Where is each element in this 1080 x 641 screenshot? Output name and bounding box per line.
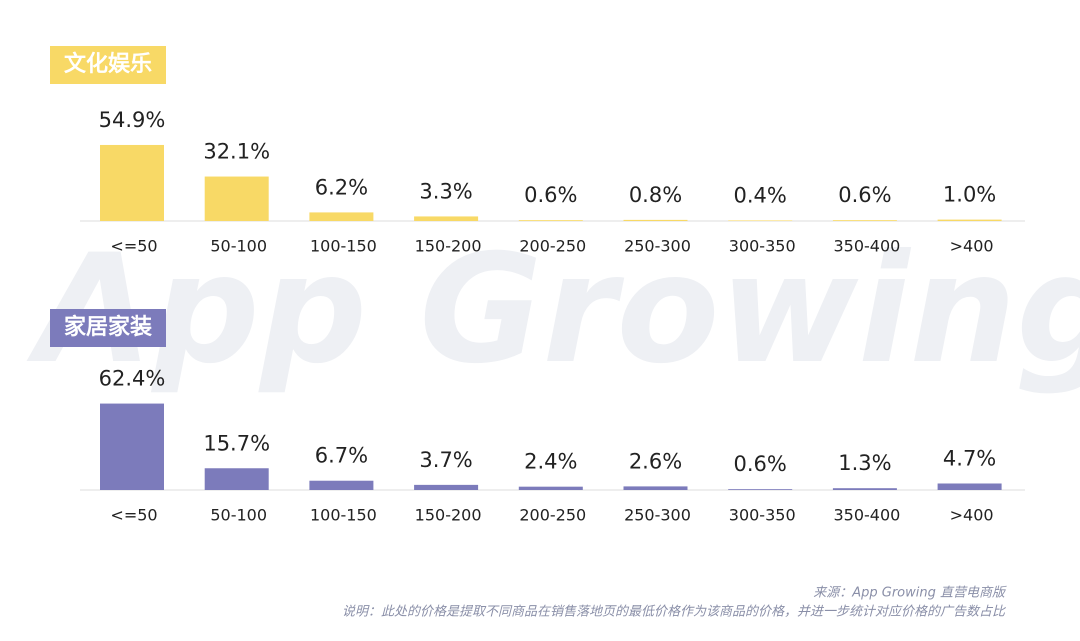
bar: [414, 484, 479, 490]
x-tick-label: 200-250: [519, 506, 586, 525]
value-label: 4.7%: [943, 446, 996, 470]
chart-title: 家居家装: [64, 314, 152, 340]
bar: [937, 219, 1002, 221]
value-label: 0.4%: [734, 183, 787, 207]
value-label: 3.3%: [419, 179, 472, 203]
value-label: 1.3%: [838, 451, 891, 475]
bar: [832, 488, 897, 490]
x-tick-label: <=50: [110, 506, 157, 525]
title-badge: [50, 46, 166, 84]
source: 来源：App Growing 直营电商版: [813, 586, 1007, 601]
x-tick-label: 150-200: [415, 237, 482, 256]
x-tick-label: 50-100: [210, 237, 267, 256]
x-tick-label: >400: [950, 506, 994, 525]
title-badge: [50, 309, 166, 347]
bar: [518, 220, 583, 221]
x-tick-label: <=50: [110, 237, 157, 256]
x-tick-label: 200-250: [519, 237, 586, 256]
x-tick-label: 300-350: [729, 237, 796, 256]
value-label: 1.0%: [943, 183, 996, 207]
value-label: 0.6%: [838, 183, 891, 207]
value-label: 0.8%: [629, 183, 682, 207]
value-label: 2.4%: [524, 450, 577, 474]
bar: [204, 176, 269, 221]
bar: [100, 144, 164, 221]
bar: [832, 220, 897, 221]
x-tick-label: 350-400: [833, 237, 900, 256]
x-tick-label: 300-350: [729, 506, 796, 525]
bar: [728, 220, 793, 221]
value-label: 62.4%: [99, 367, 166, 391]
note: 说明：此处的价格是提取不同商品在销售落地页的最低价格作为该商品的价格，并进一步统…: [342, 604, 1006, 620]
bar: [100, 403, 164, 490]
x-tick-label: >400: [950, 237, 994, 256]
bar: [937, 483, 1002, 490]
x-tick-label: 100-150: [310, 237, 377, 256]
bar: [623, 486, 688, 490]
bar: [728, 489, 793, 490]
value-label: 6.2%: [315, 175, 368, 199]
bar: [414, 216, 479, 221]
value-label: 54.9%: [99, 108, 166, 132]
x-tick-label: 150-200: [415, 506, 482, 525]
value-label: 32.1%: [203, 140, 270, 164]
bar: [518, 486, 583, 490]
value-label: 2.6%: [629, 449, 682, 473]
bar: [309, 212, 374, 221]
value-label: 0.6%: [734, 452, 787, 476]
bar: [623, 219, 688, 221]
x-tick-label: 250-300: [624, 237, 691, 256]
x-tick-label: 250-300: [624, 506, 691, 525]
value-label: 3.7%: [419, 448, 472, 472]
watermark: App Growing: [26, 223, 1080, 397]
value-label: 15.7%: [203, 431, 270, 455]
value-label: 0.6%: [524, 183, 577, 207]
x-tick-label: 100-150: [310, 506, 377, 525]
chart-title: 文化娱乐: [64, 51, 152, 77]
bar: [204, 468, 269, 490]
x-tick-label: 350-400: [833, 506, 900, 525]
x-tick-label: 50-100: [210, 506, 267, 525]
bar: [309, 480, 374, 490]
value-label: 6.7%: [315, 444, 368, 468]
